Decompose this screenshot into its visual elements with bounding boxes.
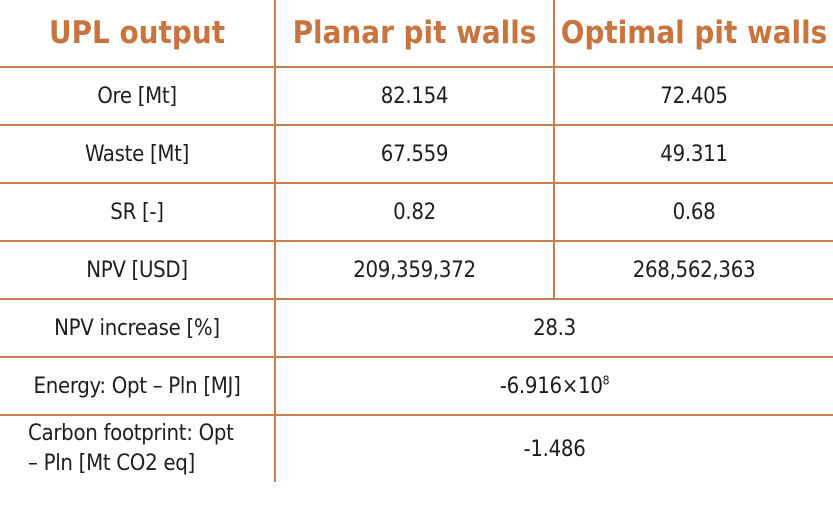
planar-value: 0.82	[274, 182, 555, 242]
merged-value: -6.916×108	[274, 356, 833, 416]
row-label: Energy: Opt – Pln [MJ]	[0, 356, 276, 416]
optimal-value: 49.311	[553, 124, 833, 184]
header-planar-pit-walls: Planar pit walls	[274, 0, 555, 68]
value-exponent: 8	[602, 373, 610, 388]
row-label: SR [-]	[0, 182, 276, 242]
row-label: Waste [Mt]	[0, 124, 276, 184]
table-row: Waste [Mt] 67.559 49.311	[0, 124, 833, 184]
row-label: NPV [USD]	[0, 240, 276, 300]
row-label: Carbon footprint: Opt – Pln [Mt CO2 eq]	[0, 414, 276, 482]
table-row-merged: NPV increase [%] 28.3	[0, 298, 833, 358]
table-row-merged: Energy: Opt – Pln [MJ] -6.916×108	[0, 356, 833, 416]
table-row-merged: Carbon footprint: Opt – Pln [Mt CO2 eq] -…	[0, 414, 833, 482]
table-row: NPV [USD] 209,359,372 268,562,363	[0, 240, 833, 300]
header-optimal-pit-walls: Optimal pit walls	[553, 0, 833, 68]
row-label: Ore [Mt]	[0, 66, 276, 126]
table-row: SR [-] 0.82 0.68	[0, 182, 833, 242]
value-base: -6.916×10	[499, 373, 603, 399]
planar-value: 82.154	[274, 66, 555, 126]
optimal-value: 72.405	[553, 66, 833, 126]
merged-value: 28.3	[274, 298, 833, 358]
header-upl-output: UPL output	[0, 0, 276, 68]
merged-value: -1.486	[274, 414, 833, 482]
table-row: Ore [Mt] 82.154 72.405	[0, 66, 833, 126]
row-label-line1: Carbon footprint: Opt	[28, 421, 234, 446]
row-label-line2: – Pln [Mt CO2 eq]	[28, 451, 195, 476]
planar-value: 67.559	[274, 124, 555, 184]
optimal-value: 0.68	[553, 182, 833, 242]
planar-value: 209,359,372	[274, 240, 555, 300]
upl-output-table: UPL output Planar pit walls Optimal pit …	[0, 0, 833, 482]
header-row: UPL output Planar pit walls Optimal pit …	[0, 0, 833, 68]
optimal-value: 268,562,363	[553, 240, 833, 300]
row-label: NPV increase [%]	[0, 298, 276, 358]
